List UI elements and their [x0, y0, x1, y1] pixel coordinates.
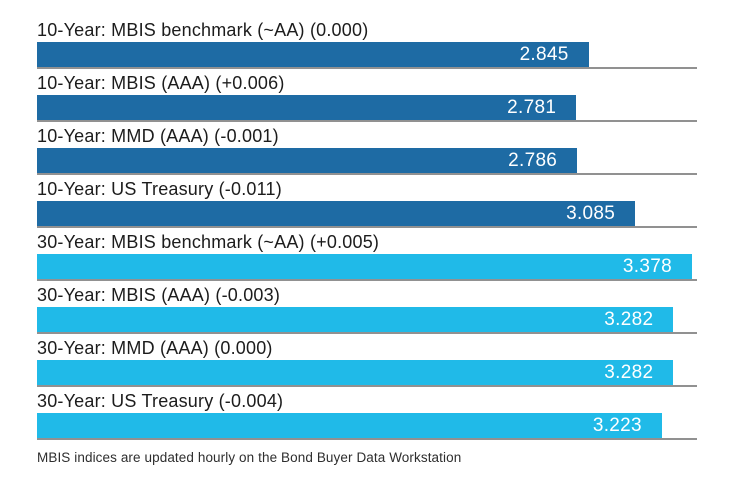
bar-track: 3.223	[37, 413, 697, 438]
bar: 3.378	[37, 254, 692, 279]
bar-label: 10-Year: MBIS (AAA) (+0.006)	[37, 73, 285, 93]
footer-note: MBIS indices are updated hourly on the B…	[37, 450, 462, 465]
bar-row: 30-Year: MMD (AAA) (0.000) 3.282	[37, 334, 697, 387]
row-separator	[37, 332, 697, 334]
row-separator	[37, 173, 697, 175]
bar-label: 10-Year: MBIS benchmark (~AA) (0.000)	[37, 20, 369, 40]
bar-label: 30-Year: MMD (AAA) (0.000)	[37, 338, 273, 358]
row-separator	[37, 279, 697, 281]
bar-value-label: 3.282	[604, 362, 654, 383]
bar-row: 10-Year: MMD (AAA) (-0.001) 2.786	[37, 122, 697, 175]
bar-track: 2.781	[37, 95, 697, 120]
bar: 3.282	[37, 307, 674, 332]
bond-yield-bar-chart: 10-Year: MBIS benchmark (~AA) (0.000) 2.…	[37, 16, 697, 466]
row-separator	[37, 120, 697, 122]
bar-track: 3.085	[37, 201, 697, 226]
bar-row: 10-Year: US Treasury (-0.011) 3.085	[37, 175, 697, 228]
bar: 3.282	[37, 360, 674, 385]
bar-label: 30-Year: MBIS (AAA) (-0.003)	[37, 285, 281, 305]
bar: 2.781	[37, 95, 577, 120]
bar-row: 30-Year: US Treasury (-0.004) 3.223	[37, 387, 697, 440]
bar-label: 10-Year: US Treasury (-0.011)	[37, 179, 282, 199]
row-separator	[37, 226, 697, 228]
row-separator	[37, 67, 697, 69]
bar-track: 3.378	[37, 254, 697, 279]
bar-value-label: 3.282	[604, 309, 654, 330]
bar-value-label: 2.781	[507, 97, 557, 118]
bar: 2.786	[37, 148, 578, 173]
bar-value-label: 3.223	[592, 415, 642, 436]
row-separator	[37, 438, 697, 440]
bar: 3.223	[37, 413, 662, 438]
bar-value-label: 3.378	[622, 256, 672, 277]
bar-label: 30-Year: US Treasury (-0.004)	[37, 391, 284, 411]
bar-track: 2.845	[37, 42, 697, 67]
bar-row: 30-Year: MBIS (AAA) (-0.003) 3.282	[37, 281, 697, 334]
bar-track: 3.282	[37, 307, 697, 332]
bar-row: 10-Year: MBIS (AAA) (+0.006) 2.781	[37, 69, 697, 122]
bar: 2.845	[37, 42, 589, 67]
bar-row: 10-Year: MBIS benchmark (~AA) (0.000) 2.…	[37, 16, 697, 69]
bar-track: 2.786	[37, 148, 697, 173]
bar-value-label: 2.845	[519, 44, 569, 65]
bar-value-label: 3.085	[566, 203, 616, 224]
bar-track: 3.282	[37, 360, 697, 385]
bar-row: 30-Year: MBIS benchmark (~AA) (+0.005) 3…	[37, 228, 697, 281]
bar-label: 30-Year: MBIS benchmark (~AA) (+0.005)	[37, 232, 380, 252]
row-separator	[37, 385, 697, 387]
bar-rows-container: 10-Year: MBIS benchmark (~AA) (0.000) 2.…	[37, 16, 697, 440]
bar: 3.085	[37, 201, 636, 226]
bar-label: 10-Year: MMD (AAA) (-0.001)	[37, 126, 279, 146]
bar-value-label: 2.786	[508, 150, 558, 171]
